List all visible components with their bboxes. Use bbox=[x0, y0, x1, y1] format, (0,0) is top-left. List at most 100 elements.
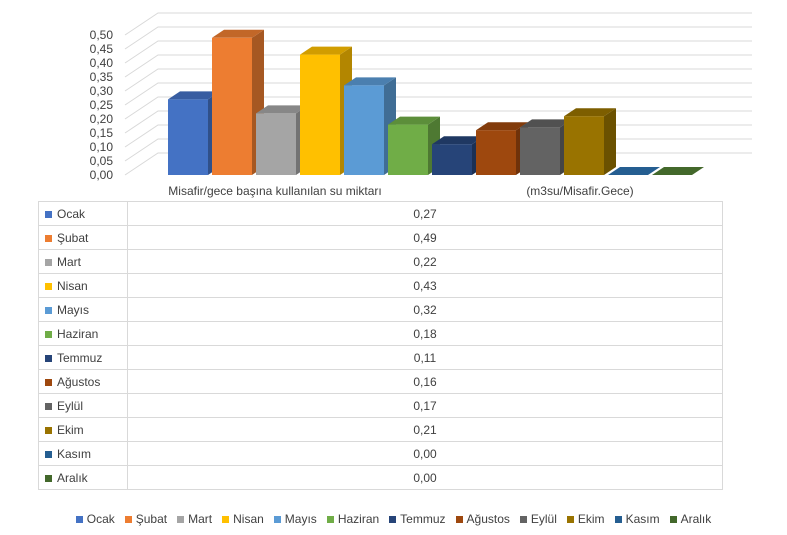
legend-label: Ekim bbox=[577, 512, 605, 526]
legend-item: Ocak bbox=[75, 512, 115, 526]
legend-label: Mart bbox=[188, 512, 213, 526]
data-table-row: Nisan 0,43 bbox=[38, 273, 723, 298]
data-table-row: Kasım 0,00 bbox=[38, 441, 723, 466]
data-table-row: Eylül 0,17 bbox=[38, 393, 723, 418]
gridlines bbox=[124, 12, 752, 176]
series-name: Eylül bbox=[57, 398, 84, 413]
y-tick-label: 0,00 bbox=[90, 168, 114, 182]
data-table-series-label: Mayıs bbox=[38, 297, 128, 322]
legend-item: Ağustos bbox=[455, 512, 510, 526]
data-table-value: 0,00 bbox=[127, 465, 723, 490]
series-swatch bbox=[45, 474, 52, 482]
legend-label: Ağustos bbox=[466, 512, 510, 526]
series-name: Kasım bbox=[57, 446, 92, 461]
gridline bbox=[124, 68, 752, 92]
series-swatch bbox=[45, 234, 52, 242]
legend-label: Nisan bbox=[233, 512, 264, 526]
data-table-value: 0,49 bbox=[127, 225, 723, 250]
series-swatch bbox=[45, 426, 52, 434]
legend-label: Şubat bbox=[135, 512, 168, 526]
gridline bbox=[124, 82, 752, 106]
bars bbox=[168, 29, 704, 175]
data-table-series-label: Şubat bbox=[38, 225, 128, 250]
y-tick-label: 0,25 bbox=[90, 98, 114, 112]
legend-label: Aralık bbox=[680, 512, 712, 526]
legend-swatch bbox=[669, 515, 677, 523]
legend: Ocak Şubat Mart Nisan Mayıs Haziran Temmuz Ağus… bbox=[0, 512, 787, 526]
legend-item: Kasım bbox=[614, 512, 660, 526]
bar-10 bbox=[564, 108, 616, 175]
data-table-row: Ekim 0,21 bbox=[38, 417, 723, 442]
y-tick-label: 0,35 bbox=[90, 70, 114, 84]
series-name: Ağustos bbox=[57, 374, 101, 389]
data-table-row: Şubat 0,49 bbox=[38, 225, 723, 250]
data-table-row: Temmuz 0,11 bbox=[38, 345, 723, 370]
y-axis-tick-labels: 0,000,050,100,150,200,250,300,350,400,45… bbox=[90, 28, 114, 182]
legend-label: Haziran bbox=[337, 512, 380, 526]
legend-swatch bbox=[326, 515, 334, 523]
data-table-value: 0,21 bbox=[127, 417, 723, 442]
legend-item: Aralık bbox=[669, 512, 712, 526]
bar-2 bbox=[212, 29, 264, 175]
data-table-value: 0,16 bbox=[127, 369, 723, 394]
gridline bbox=[124, 40, 752, 64]
legend-item: Mayıs bbox=[273, 512, 317, 526]
legend-item: Nisan bbox=[222, 512, 264, 526]
data-table-row: Mart 0,22 bbox=[38, 249, 723, 274]
legend-swatch bbox=[177, 515, 185, 523]
legend-item: Temmuz bbox=[389, 512, 446, 526]
legend-item: Ekim bbox=[566, 512, 605, 526]
legend-swatch bbox=[75, 515, 83, 523]
data-table-value: 0,32 bbox=[127, 297, 723, 322]
series-name: Mayıs bbox=[57, 302, 90, 317]
legend-label: Kasım bbox=[625, 512, 660, 526]
data-table-series-label: Kasım bbox=[38, 441, 128, 466]
data-table-row: Ağustos 0,16 bbox=[38, 369, 723, 394]
y-tick-label: 0,20 bbox=[90, 112, 114, 126]
data-table-series-label: Aralık bbox=[38, 465, 128, 490]
gridline bbox=[124, 54, 752, 78]
y-tick-label: 0,45 bbox=[90, 42, 114, 56]
gridline bbox=[124, 96, 752, 120]
data-table-series-label: Mart bbox=[38, 249, 128, 274]
series-swatch bbox=[45, 378, 52, 386]
y-tick-label: 0,50 bbox=[90, 28, 114, 42]
data-table-value: 0,18 bbox=[127, 321, 723, 346]
gridline bbox=[124, 26, 752, 50]
legend-swatch bbox=[389, 515, 397, 523]
y-tick-label: 0,05 bbox=[90, 154, 114, 168]
legend-item: Şubat bbox=[124, 512, 168, 526]
legend-swatch bbox=[124, 515, 132, 523]
series-name: Nisan bbox=[57, 278, 88, 293]
series-swatch bbox=[45, 282, 52, 290]
data-table: Ocak 0,27 Şubat 0,49 Mart 0,22 Nisan 0,43 Mayıs 0… bbox=[38, 201, 723, 490]
bar-11 bbox=[608, 167, 660, 175]
y-tick-label: 0,10 bbox=[90, 140, 114, 154]
legend-label: Temmuz bbox=[400, 512, 446, 526]
data-table-series-label: Eylül bbox=[38, 393, 128, 418]
y-tick-label: 0,30 bbox=[90, 84, 114, 98]
series-swatch bbox=[45, 210, 52, 218]
series-swatch bbox=[45, 306, 52, 314]
legend-swatch bbox=[519, 515, 527, 523]
legend-swatch bbox=[455, 515, 463, 523]
series-name: Ocak bbox=[57, 206, 86, 221]
data-table-row: Mayıs 0,32 bbox=[38, 297, 723, 322]
legend-swatch bbox=[222, 515, 230, 523]
chart-plot-area: 0,000,050,100,150,200,250,300,350,400,45… bbox=[90, 12, 752, 182]
data-table-row: Haziran 0,18 bbox=[38, 321, 723, 346]
data-table-series-label: Temmuz bbox=[38, 345, 128, 370]
series-swatch bbox=[45, 330, 52, 338]
legend-item: Haziran bbox=[326, 512, 380, 526]
legend-swatch bbox=[273, 515, 281, 523]
data-table-series-label: Ağustos bbox=[38, 369, 128, 394]
data-table-series-label: Ocak bbox=[38, 201, 128, 226]
series-swatch bbox=[45, 354, 52, 362]
data-table-value: 0,43 bbox=[127, 273, 723, 298]
legend-item: Mart bbox=[177, 512, 212, 526]
series-swatch bbox=[45, 450, 52, 458]
bar-12 bbox=[652, 167, 704, 175]
data-table-value: 0,22 bbox=[127, 249, 723, 274]
series-name: Ekim bbox=[57, 422, 84, 437]
legend-item: Eylül bbox=[519, 512, 557, 526]
